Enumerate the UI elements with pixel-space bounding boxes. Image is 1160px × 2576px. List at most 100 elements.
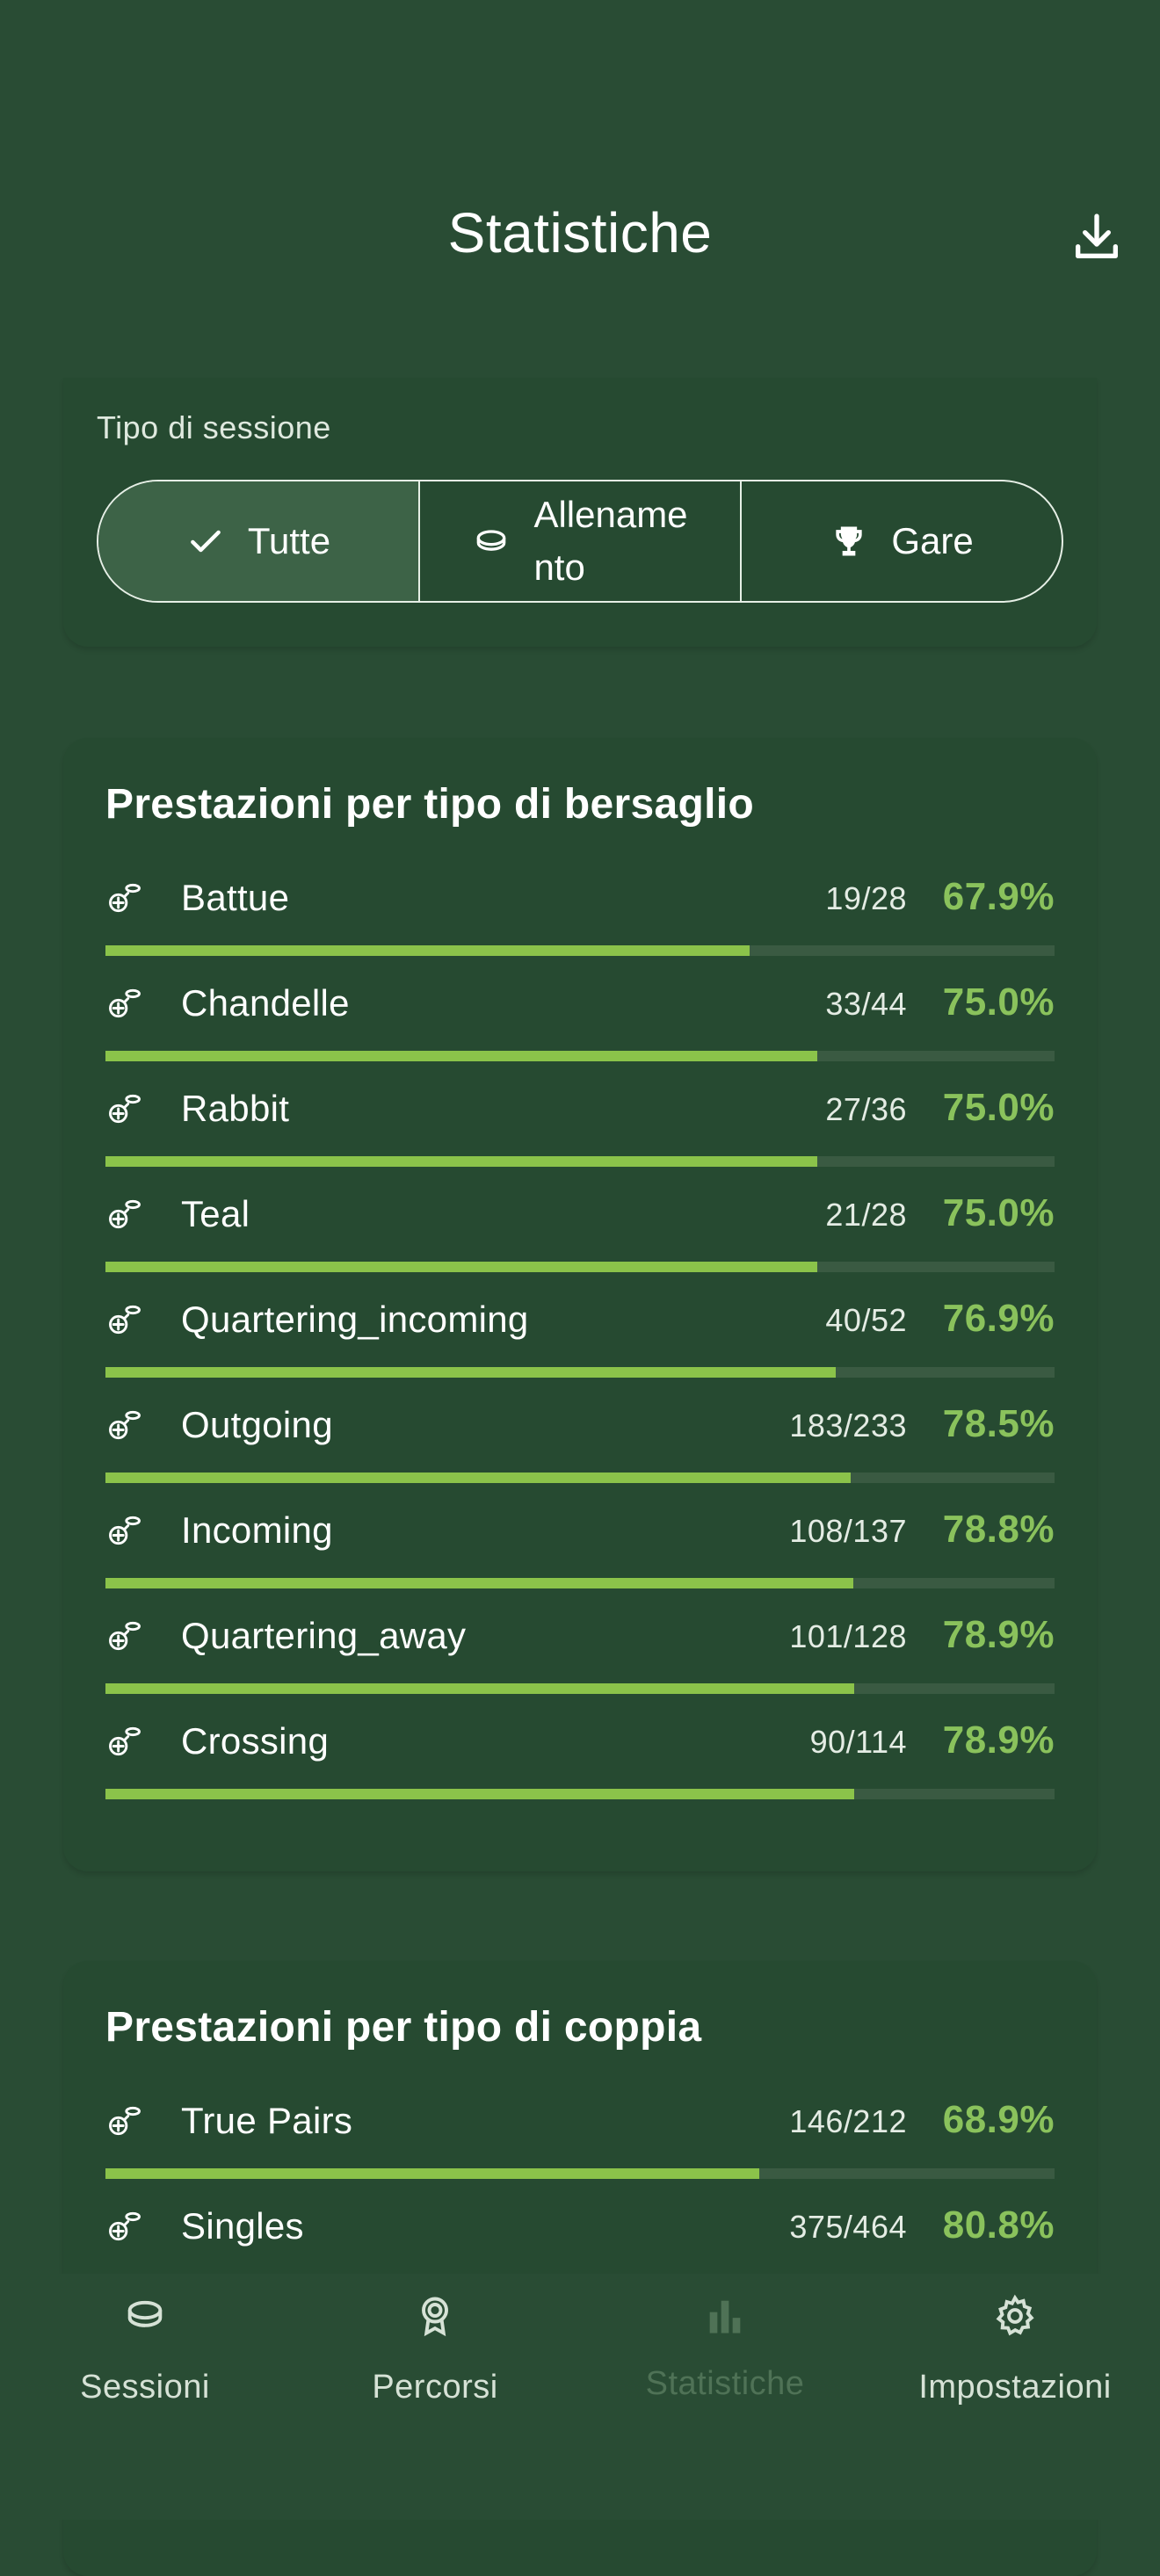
progress-fill xyxy=(105,1051,817,1061)
stat-row: Incoming 108/137 78.8% xyxy=(105,1502,1055,1590)
stat-label: Battue xyxy=(181,877,290,918)
progress-fill xyxy=(105,945,750,956)
stat-label: Quartering_incoming xyxy=(181,1299,529,1340)
stat-row: Teal 21/28 75.0% xyxy=(105,1186,1055,1274)
stat-count: 40/52 xyxy=(825,1302,907,1338)
stat-row: Chandelle 33/44 75.0% xyxy=(105,975,1055,1063)
bottom-navigation: Sessioni Percorsi Statistiche Impostazio… xyxy=(0,2274,1160,2520)
stat-label: Quartering_away xyxy=(181,1615,467,1656)
quartering-away-icon xyxy=(109,1621,141,1651)
stat-label: Incoming xyxy=(181,1509,333,1551)
nav-item-statistiche[interactable]: Statistiche xyxy=(580,2274,870,2449)
progress-track xyxy=(105,1367,1055,1378)
stat-percentage: 75.0% xyxy=(942,1086,1055,1129)
segment-allenamento[interactable]: Allename nto xyxy=(418,481,740,601)
stat-count: 21/28 xyxy=(825,1197,907,1233)
nav-label: Percorsi xyxy=(372,2369,498,2406)
stat-percentage: 78.8% xyxy=(942,1508,1055,1551)
progress-track xyxy=(105,1051,1055,1061)
stat-percentage: 78.9% xyxy=(942,1613,1055,1656)
card-title: Prestazioni per tipo di coppia xyxy=(105,2004,702,2051)
nav-label: Sessioni xyxy=(80,2369,210,2406)
progress-fill xyxy=(105,1473,851,1483)
stat-percentage: 80.8% xyxy=(942,2203,1055,2247)
progress-track xyxy=(105,945,1055,956)
chandelle-icon xyxy=(109,988,141,1018)
stat-row: Outgoing 183/233 78.5% xyxy=(105,1397,1055,1485)
progress-track xyxy=(105,1578,1055,1588)
progress-fill xyxy=(105,1789,855,1799)
stat-label: Outgoing xyxy=(181,1404,333,1445)
bar-chart-icon xyxy=(709,2300,741,2334)
stat-percentage: 75.0% xyxy=(942,1191,1055,1234)
progress-track xyxy=(105,1789,1055,1799)
stat-count: 90/114 xyxy=(809,1724,907,1760)
clay-target-icon xyxy=(127,2300,163,2327)
progress-fill xyxy=(105,1262,817,1272)
stat-label: True Pairs xyxy=(181,2100,353,2141)
card-title: Prestazioni per tipo di bersaglio xyxy=(105,781,755,828)
progress-fill xyxy=(105,1156,817,1167)
quartering-incoming-icon xyxy=(109,1305,141,1335)
stat-count: 183/233 xyxy=(789,1407,907,1444)
stat-count: 19/28 xyxy=(825,880,907,916)
segment-tutte[interactable]: Tutte xyxy=(98,481,418,601)
stat-row: Rabbit 27/36 75.0% xyxy=(105,1081,1055,1169)
session-type-label: Tipo di sessione xyxy=(97,409,331,445)
segment-gare[interactable]: Gare xyxy=(740,481,1062,601)
session-type-card: Tipo di sessione Tutte Allename nto Gare xyxy=(63,378,1097,647)
progress-track xyxy=(105,1262,1055,1272)
rabbit-icon xyxy=(109,1094,141,1124)
session-type-segmented-control: Tutte Allename nto Gare xyxy=(97,480,1063,603)
stat-count: 146/212 xyxy=(789,2103,907,2139)
progress-track xyxy=(105,2168,1055,2179)
crossing-icon xyxy=(109,1726,141,1756)
stat-percentage: 78.5% xyxy=(942,1402,1055,1445)
progress-track xyxy=(105,1156,1055,1167)
stat-count: 101/128 xyxy=(789,1618,907,1654)
progress-fill xyxy=(105,1578,854,1588)
stat-label: Chandelle xyxy=(181,982,350,1024)
true-pairs-icon xyxy=(109,2106,141,2136)
progress-fill xyxy=(105,1367,836,1378)
stat-row: Quartering_away 101/128 78.9% xyxy=(105,1608,1055,1696)
outgoing-icon xyxy=(109,1410,141,1440)
download-icon[interactable] xyxy=(1069,209,1125,265)
stat-row: Battue 19/28 67.9% xyxy=(105,870,1055,958)
incoming-icon xyxy=(109,1516,141,1545)
trophy-icon xyxy=(836,526,862,556)
stat-row: True Pairs 146/212 68.9% xyxy=(105,2093,1055,2181)
stat-count: 375/464 xyxy=(789,2209,907,2245)
stat-percentage: 68.9% xyxy=(942,2098,1055,2141)
nav-item-percorsi[interactable]: Percorsi xyxy=(290,2274,580,2449)
stat-count: 33/44 xyxy=(825,986,907,1022)
nav-label: Impostazioni xyxy=(918,2369,1112,2406)
nav-item-impostazioni[interactable]: Impostazioni xyxy=(870,2274,1160,2449)
stat-row: Crossing 90/114 78.9% xyxy=(105,1713,1055,1801)
segment-label: Tutte xyxy=(247,520,331,561)
segment-label: Gare xyxy=(891,520,974,561)
progress-track xyxy=(105,1683,1055,1694)
stat-label: Teal xyxy=(181,1193,250,1234)
stat-count: 27/36 xyxy=(825,1091,907,1127)
target-type-performance-card: Prestazioni per tipo di bersaglio Battue… xyxy=(63,738,1097,1871)
page-title: Statistiche xyxy=(447,201,713,264)
nav-item-sessioni[interactable]: Sessioni xyxy=(0,2274,290,2449)
segment-label: Allename nto xyxy=(533,494,688,588)
progress-track xyxy=(105,1473,1055,1483)
stat-label: Rabbit xyxy=(181,1088,290,1129)
stat-percentage: 75.0% xyxy=(942,980,1055,1024)
singles-icon xyxy=(109,2211,141,2241)
battue-icon xyxy=(109,883,141,913)
progress-fill xyxy=(105,1683,855,1694)
gear-icon xyxy=(996,2294,1034,2336)
stat-percentage: 76.9% xyxy=(942,1297,1055,1340)
stat-percentage: 67.9% xyxy=(942,875,1055,918)
check-icon xyxy=(191,530,221,553)
stat-label: Singles xyxy=(181,2205,304,2247)
teal-icon xyxy=(109,1199,141,1229)
progress-fill xyxy=(105,2168,760,2179)
stat-row: Singles 375/464 80.8% xyxy=(105,2198,1055,2286)
stat-percentage: 78.9% xyxy=(942,1719,1055,1762)
stat-label: Crossing xyxy=(181,1720,330,1762)
